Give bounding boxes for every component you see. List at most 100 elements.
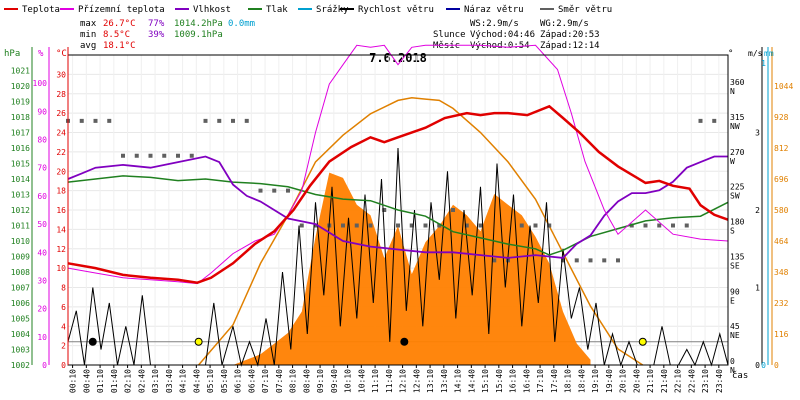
x-tick-label: 16:10 [509, 369, 518, 393]
x-tick-label: 05:10 [206, 369, 215, 393]
wind-direction-point [684, 223, 689, 228]
x-tick-label: 22:10 [674, 369, 683, 393]
wind-direction-point [368, 223, 373, 228]
x-tick-label: 11:10 [371, 369, 380, 393]
rain-axis-unit: mm [764, 49, 774, 58]
wind-direction-point [492, 258, 497, 263]
info-ws: WS:2.9m/s [470, 19, 519, 29]
solar-tick-label: 696 [774, 175, 789, 184]
wind-direction-point [574, 258, 579, 263]
dir-tick-label: 90 [730, 287, 740, 296]
hpa-tick-label: 1007 [11, 284, 30, 293]
wind-tick-label: 1 [755, 284, 760, 293]
legend: Teplota Přízemní teplota Vlhkost Tlak Srážky… [4, 5, 612, 15]
moonset-marker [400, 337, 409, 346]
wind-direction-point [286, 188, 290, 193]
x-tick-label: 05:40 [220, 369, 229, 393]
x-tick-label: 23:10 [701, 369, 710, 393]
stat-max-hum: 77% [148, 19, 165, 29]
plot-area [66, 44, 729, 367]
solar-tick-label: 1044 [774, 82, 793, 91]
x-tick-label: 09:40 [330, 369, 339, 393]
solar-tick-label: 0 [774, 361, 779, 370]
wind-direction-point [698, 118, 703, 123]
hpa-tick-label: 1019 [11, 98, 30, 107]
x-tick-label: 16:40 [522, 369, 531, 393]
x-tick-label: 00:10 [69, 369, 78, 393]
hpa-tick-label: 1013 [11, 191, 30, 200]
wind-direction-point [148, 153, 153, 158]
hpa-tick-label: 1020 [11, 82, 30, 91]
temp-tick-label: 24 [56, 129, 66, 138]
legend-label: Srážky [316, 5, 349, 15]
x-tick-label: 02:10 [124, 369, 133, 393]
x-tick-label: 07:10 [261, 369, 270, 393]
x-tick-label: 10:10 [344, 369, 353, 393]
wind-tick-label: 0 [755, 361, 760, 370]
wind-direction-point [616, 258, 620, 263]
temp-tick-label: 28 [56, 90, 66, 99]
x-tick-label: 06:10 [234, 369, 243, 393]
legend-label: Vlhkost [193, 5, 231, 15]
x-tick-label: 14:40 [467, 369, 476, 393]
wind-direction-point [272, 188, 277, 193]
x-tick-label: 02:40 [137, 369, 146, 393]
x-tick-label: 08:10 [289, 369, 298, 393]
wind-direction-point [602, 258, 607, 263]
x-tick-label: 21:40 [660, 369, 669, 393]
wind-direction-point [162, 153, 167, 158]
rain-tick-label: 0 [761, 361, 766, 370]
pct-tick-label: 30 [37, 276, 47, 285]
x-tick-label: 12:40 [412, 369, 421, 393]
solar-tick-label: 812 [774, 144, 789, 153]
ground-temperature-line [67, 44, 729, 285]
x-tick-label: 14:10 [454, 369, 463, 393]
temp-tick-label: 10 [56, 264, 66, 273]
legend-label: Přízemní teplota [78, 5, 165, 15]
temp-axis-unit: °C [56, 49, 67, 59]
wind-tick-label: 3 [755, 129, 760, 138]
x-tick-label: 01:40 [110, 369, 119, 393]
dir-tick-name: W [730, 157, 735, 166]
wind-direction-point [189, 153, 194, 158]
temp-tick-label: 2 [61, 342, 66, 351]
stat-min-temp: 8.5°C [103, 30, 130, 40]
wind-direction-point [107, 118, 112, 123]
x-tick-label: 01:10 [96, 369, 105, 393]
hpa-tick-label: 1012 [11, 206, 30, 215]
pct-axis-unit: % [38, 49, 44, 59]
temp-tick-label: 22 [56, 148, 66, 157]
x-tick-label: 07:40 [275, 369, 284, 393]
hpa-axis-unit: hPa [4, 49, 20, 59]
sun-moon-info: WS:2.9m/s WG:2.9m/s Slunce Východ:04:46 … [433, 19, 600, 51]
wind-direction-point [258, 188, 263, 193]
chart-title: 7.6.2018 [369, 51, 427, 65]
hpa-tick-label: 1009 [11, 253, 30, 262]
hpa-tick-label: 1014 [11, 175, 30, 184]
stats-block: max 26.7°C 77% 1014.2hPa 0.0mm min 8.5°C… [80, 19, 255, 51]
x-tick-label: 21:10 [646, 369, 655, 393]
wind-direction-point [244, 118, 249, 123]
x-tick-label: 06:40 [247, 369, 256, 393]
x-tick-label: 20:10 [619, 369, 628, 393]
x-tick-label: 00:40 [82, 369, 91, 393]
x-tick-label: 18:40 [577, 369, 586, 393]
hpa-tick-label: 1004 [11, 330, 30, 339]
humidity-line [67, 155, 728, 259]
x-tick-label: 15:40 [495, 369, 504, 393]
info-sun-label: Slunce [433, 30, 466, 40]
wind-direction-point [451, 208, 455, 212]
dir-tick-name: N [730, 366, 735, 375]
temp-tick-label: 16 [56, 206, 66, 215]
stat-min-label: min [80, 30, 96, 40]
dir-tick-label: 315 [730, 113, 745, 122]
info-sunset: Západ:20:53 [540, 30, 600, 40]
wind-direction-point [121, 153, 125, 158]
stat-max-label: max [80, 19, 97, 29]
dir-tick-label: 0 [730, 357, 735, 366]
legend-label: Rychlost větru [358, 5, 434, 15]
info-sunrise: Východ:04:46 [470, 30, 535, 40]
wind-direction-point [671, 223, 675, 228]
wind-direction-point [396, 223, 400, 228]
